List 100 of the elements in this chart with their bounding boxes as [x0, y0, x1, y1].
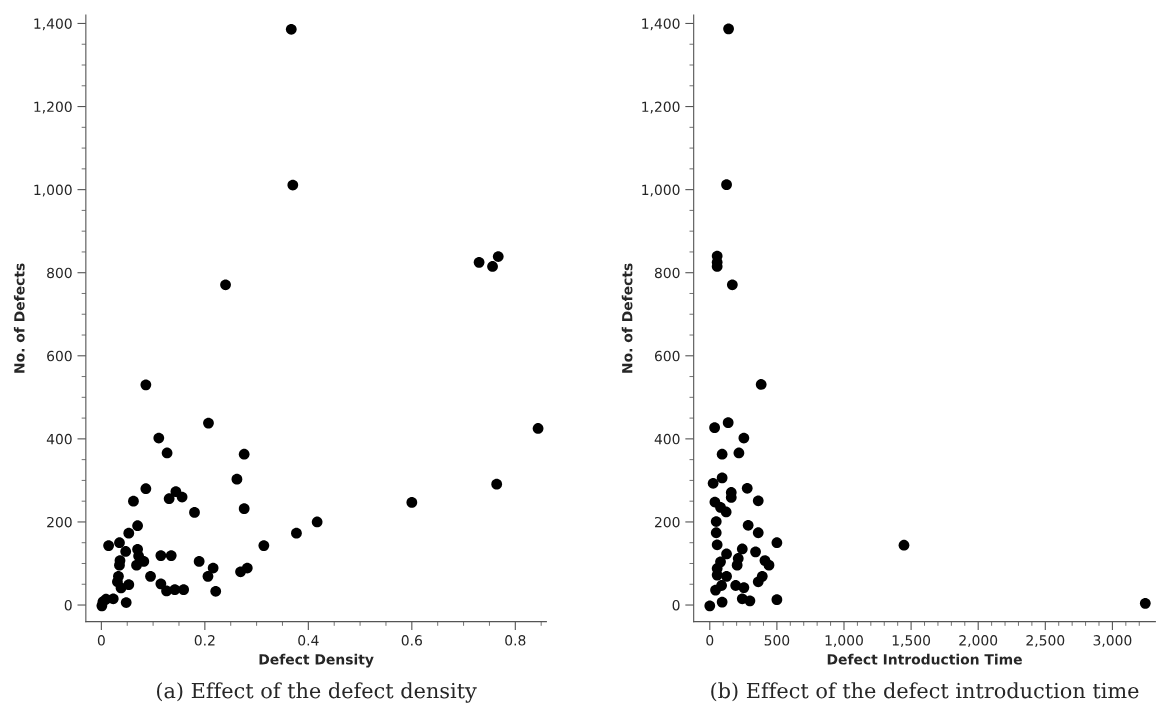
- point: [153, 432, 165, 444]
- point: [189, 507, 200, 518]
- point: [750, 546, 761, 558]
- point: [165, 550, 177, 561]
- point: [710, 584, 721, 596]
- point: [128, 495, 139, 507]
- point: [145, 570, 156, 582]
- point: [285, 23, 297, 35]
- y-axis-title: No. of Defects: [621, 263, 633, 373]
- x-axis-title: Defect Density: [259, 653, 374, 668]
- point: [752, 527, 764, 539]
- y-tick-label: 600: [47, 350, 72, 362]
- point: [238, 503, 250, 515]
- y-tick-label: 1,200: [34, 101, 72, 114]
- point: [1139, 597, 1151, 609]
- x-tick-label: 0: [97, 635, 105, 646]
- point: [473, 256, 485, 268]
- point: [291, 527, 302, 539]
- x-tick-label: 1,000: [825, 635, 863, 647]
- point: [163, 493, 175, 505]
- point: [311, 516, 323, 528]
- x-tick-label: 0.4: [298, 635, 319, 646]
- y-axis-title: No. of Defects: [13, 263, 25, 373]
- point: [726, 279, 738, 291]
- point: [131, 559, 142, 571]
- y-tick-label: 800: [47, 267, 72, 279]
- point: [103, 540, 114, 551]
- point: [161, 447, 173, 459]
- x-tick-label: 2,500: [1026, 635, 1065, 647]
- point: [704, 600, 716, 612]
- y-tick-label: 400: [46, 433, 72, 445]
- point: [716, 472, 728, 484]
- x-tick-label: 0.6: [401, 635, 422, 646]
- point: [287, 179, 299, 191]
- point: [722, 417, 734, 429]
- x-tick-label: 0.2: [194, 635, 215, 646]
- x-tick-label: 3,000: [1093, 635, 1132, 647]
- point: [155, 550, 167, 561]
- y-tick-label: 200: [654, 516, 680, 528]
- point: [763, 559, 775, 571]
- point: [176, 491, 188, 503]
- y-tick-label: 1,400: [34, 18, 72, 31]
- y-tick-label: 0: [64, 599, 72, 611]
- point: [120, 597, 132, 608]
- point: [140, 483, 152, 495]
- point: [711, 539, 723, 551]
- point: [114, 537, 125, 549]
- point: [752, 576, 764, 588]
- point: [235, 566, 246, 578]
- x-axis-title: Defect Introduction Time: [827, 653, 1022, 665]
- point: [733, 447, 745, 459]
- point: [771, 594, 783, 606]
- y-tick-label: 200: [47, 516, 72, 528]
- point: [738, 582, 750, 593]
- point: [203, 417, 214, 429]
- point: [755, 379, 767, 390]
- point: [406, 497, 418, 508]
- point: [120, 546, 132, 557]
- point: [716, 596, 728, 608]
- point: [736, 543, 748, 555]
- y-tick-label: 800: [654, 267, 680, 279]
- point: [710, 527, 722, 539]
- point: [210, 585, 222, 597]
- x-tick-label: 0.8: [505, 635, 526, 646]
- y-tick-label: 1,000: [34, 184, 72, 197]
- point: [532, 423, 544, 434]
- point: [752, 495, 764, 507]
- point: [178, 584, 190, 596]
- y-tick-label: 400: [654, 433, 680, 445]
- point: [258, 540, 270, 551]
- point: [741, 482, 753, 494]
- point: [898, 539, 910, 551]
- point: [123, 527, 135, 539]
- point: [710, 516, 722, 527]
- point: [723, 23, 734, 35]
- point: [238, 448, 250, 460]
- x-tick-label: 2,000: [959, 635, 998, 647]
- point: [487, 261, 498, 272]
- point: [730, 580, 742, 591]
- text: (a) Effect of the defect density: [157, 682, 477, 703]
- point: [721, 179, 732, 191]
- y-tick-label: 0: [672, 599, 680, 611]
- point: [491, 478, 503, 490]
- point: [132, 520, 143, 532]
- point: [207, 562, 219, 574]
- point: [720, 506, 732, 518]
- x-tick-label: 500: [764, 635, 790, 646]
- point: [220, 279, 231, 291]
- y-tick-label: 1,400: [642, 18, 680, 31]
- x-tick-label: 1,500: [892, 635, 931, 647]
- point: [721, 548, 732, 560]
- point: [716, 448, 728, 460]
- y-tick-label: 1,000: [642, 184, 680, 197]
- point: [744, 595, 756, 607]
- point: [742, 519, 754, 531]
- point: [193, 556, 205, 567]
- point: [721, 570, 732, 582]
- point: [738, 432, 750, 444]
- point: [709, 422, 720, 434]
- point: [115, 582, 127, 594]
